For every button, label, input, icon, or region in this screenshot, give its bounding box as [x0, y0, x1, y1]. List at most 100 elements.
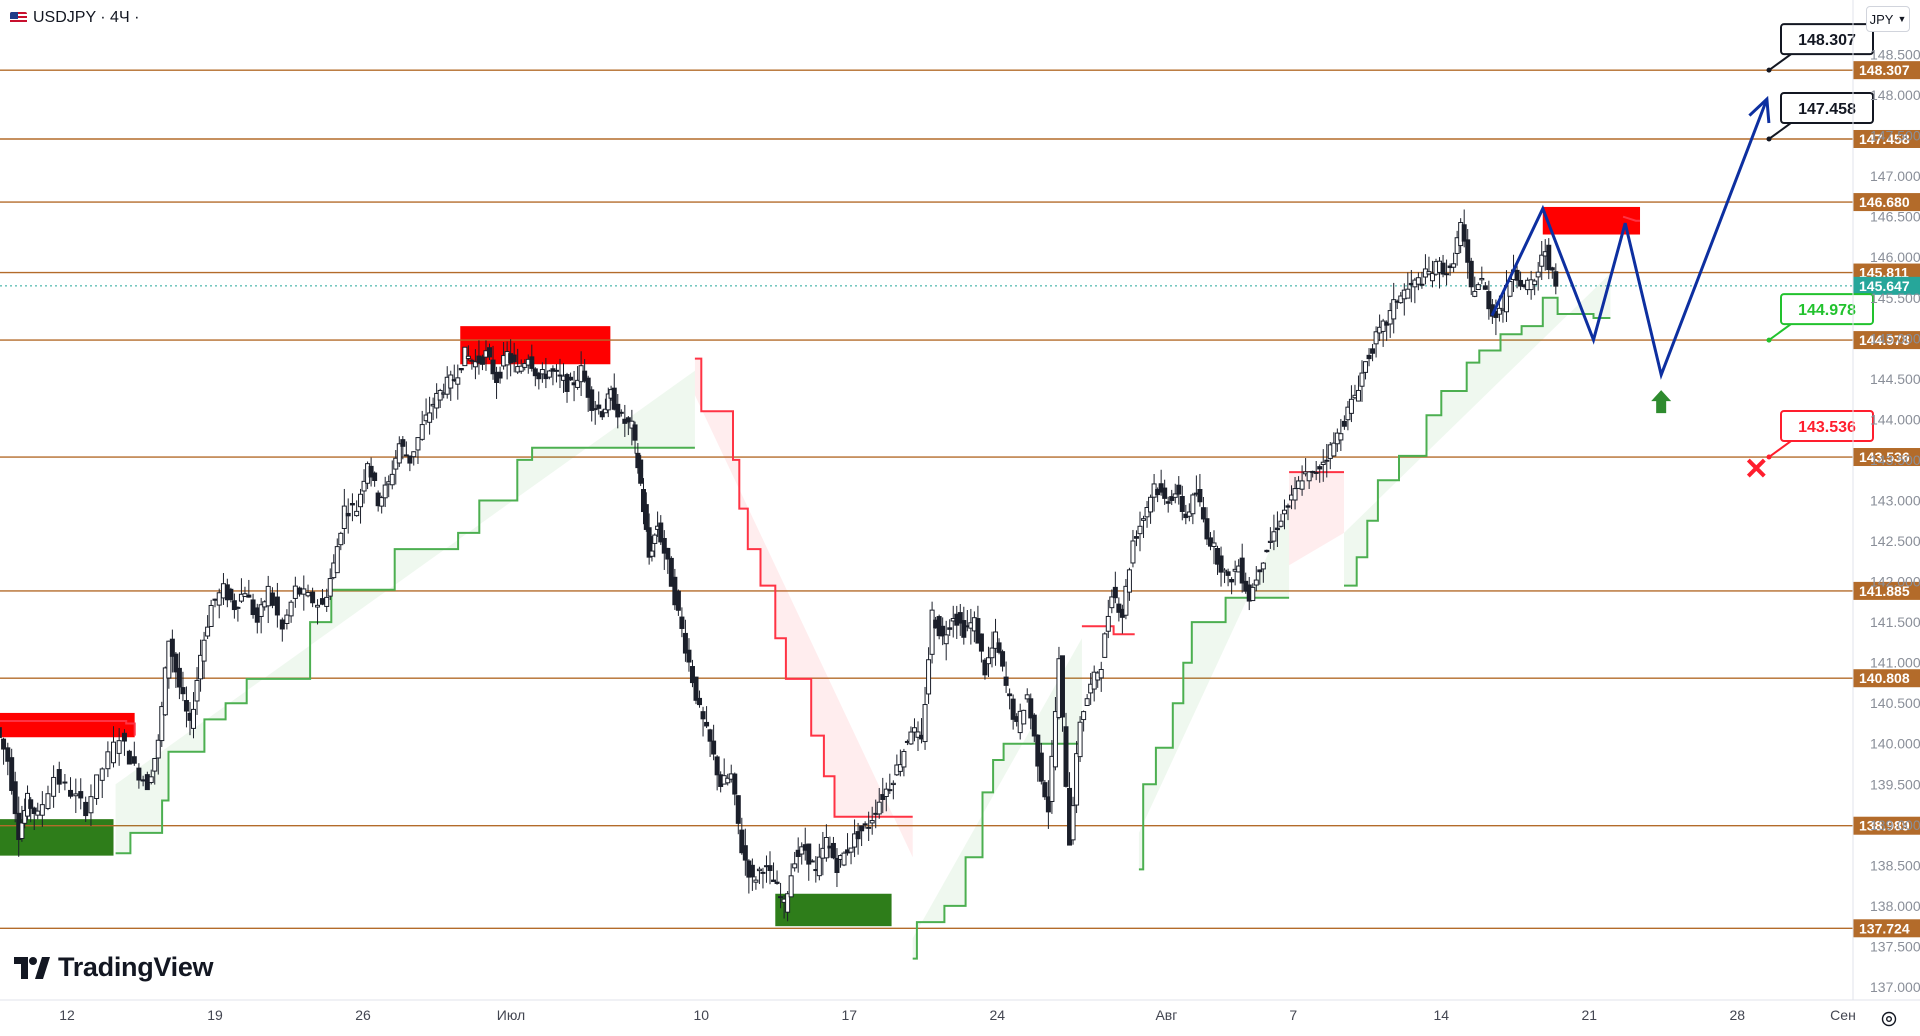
candle-body	[396, 443, 402, 464]
candle-body	[1359, 372, 1365, 387]
candle-body	[1130, 540, 1136, 564]
candle-body	[697, 697, 703, 706]
logo-text: TradingView	[58, 952, 214, 982]
candle-body	[361, 480, 367, 492]
time-tick-label: 21	[1581, 1007, 1597, 1023]
candle-body	[890, 782, 896, 786]
time-tick-label: Июл	[497, 1007, 525, 1023]
candle-body	[1197, 489, 1203, 503]
candle-body	[274, 596, 280, 616]
candle-body	[105, 751, 111, 770]
candle-body	[599, 411, 605, 418]
candle-body	[1165, 501, 1171, 504]
candle-body	[1010, 698, 1016, 720]
candle-body	[1444, 273, 1450, 276]
candle-body	[897, 764, 903, 772]
price-tick-label: 148.000	[1870, 87, 1920, 103]
usd-jpy-flag-icon	[10, 12, 27, 24]
entry-up-arrow-icon	[1651, 390, 1672, 414]
candle-body	[1024, 694, 1030, 700]
candle-body	[1081, 711, 1087, 721]
candle-body	[284, 614, 290, 624]
level-price-tag	[1853, 331, 1920, 350]
callout-box	[1780, 293, 1874, 326]
candle-body	[448, 374, 454, 389]
price-tick-label: 138.000	[1870, 898, 1920, 914]
time-tick-label: 14	[1433, 1007, 1449, 1023]
price-tick-label: 148.500	[1870, 47, 1920, 63]
trail-down-3	[1081, 625, 1135, 636]
candle-body	[169, 638, 175, 657]
candle-body	[834, 857, 840, 873]
candle-body	[434, 392, 440, 409]
candle-body	[778, 896, 784, 899]
projection-line	[1490, 98, 1769, 380]
candle-body	[94, 774, 100, 799]
candle-body	[327, 578, 333, 597]
candle-body	[640, 489, 646, 513]
candle-body	[301, 588, 307, 595]
candle-body	[1176, 484, 1182, 495]
candle-body	[982, 659, 988, 676]
candle-body	[358, 493, 364, 508]
candle-body	[1077, 721, 1083, 758]
callout-box	[1780, 91, 1874, 124]
candle-body	[689, 666, 695, 684]
candle-body	[1038, 752, 1044, 782]
candle-body	[993, 631, 999, 649]
candle-body	[78, 791, 84, 799]
candle-body	[136, 767, 142, 781]
candle-body	[869, 820, 875, 824]
candle-body	[1257, 569, 1263, 573]
candle-body	[1162, 487, 1168, 499]
candle-body	[1320, 461, 1326, 465]
settings-gear-icon[interactable]	[1878, 1008, 1900, 1030]
candle-body	[1035, 734, 1041, 767]
price-tick-label: 145.000	[1870, 330, 1920, 346]
candle-body	[1007, 693, 1013, 697]
candle-body	[806, 843, 812, 865]
candle-body	[152, 757, 158, 772]
candle-body	[419, 424, 425, 440]
candle-body	[638, 459, 644, 484]
candle-body	[735, 795, 741, 824]
symbol-header[interactable]: USDJPY · 4Ч ·	[10, 9, 139, 27]
candle-body	[943, 634, 949, 645]
candle-body	[739, 829, 745, 854]
trail-up-3	[1138, 596, 1290, 871]
tradingview-logo[interactable]: TradingView	[14, 952, 214, 983]
candle-body	[947, 627, 953, 630]
candle-body	[310, 591, 316, 604]
candle-body	[292, 585, 298, 599]
candle-body	[56, 769, 62, 785]
supply-zone	[0, 712, 135, 738]
candle-body	[1052, 711, 1058, 768]
candle-body	[1546, 244, 1552, 271]
candle-body	[338, 532, 344, 546]
candle-body	[883, 788, 889, 797]
candle-body	[749, 864, 755, 878]
candle-body	[1084, 698, 1090, 706]
candle-body	[557, 374, 563, 377]
candle-body	[1514, 269, 1520, 281]
candle-body	[682, 632, 688, 654]
candle-body	[1405, 288, 1411, 299]
candle-body	[1451, 263, 1457, 268]
candle-body	[1063, 726, 1069, 787]
candle-body	[159, 706, 165, 742]
candle-body	[996, 642, 1002, 653]
currency-selector[interactable]: JPY ▼	[1866, 6, 1910, 32]
candle-body	[205, 626, 211, 637]
callout-pointer	[1768, 440, 1792, 458]
candle-body	[725, 777, 731, 784]
candle-body	[1348, 398, 1354, 414]
candle-body	[1179, 496, 1185, 512]
candle-body	[1278, 520, 1284, 527]
candle-body	[940, 625, 946, 637]
candle-body	[231, 600, 237, 611]
candle-body	[12, 781, 18, 815]
candle-body	[208, 604, 214, 627]
level-price-label: 145.811	[1859, 265, 1909, 281]
candle-body	[880, 794, 886, 801]
